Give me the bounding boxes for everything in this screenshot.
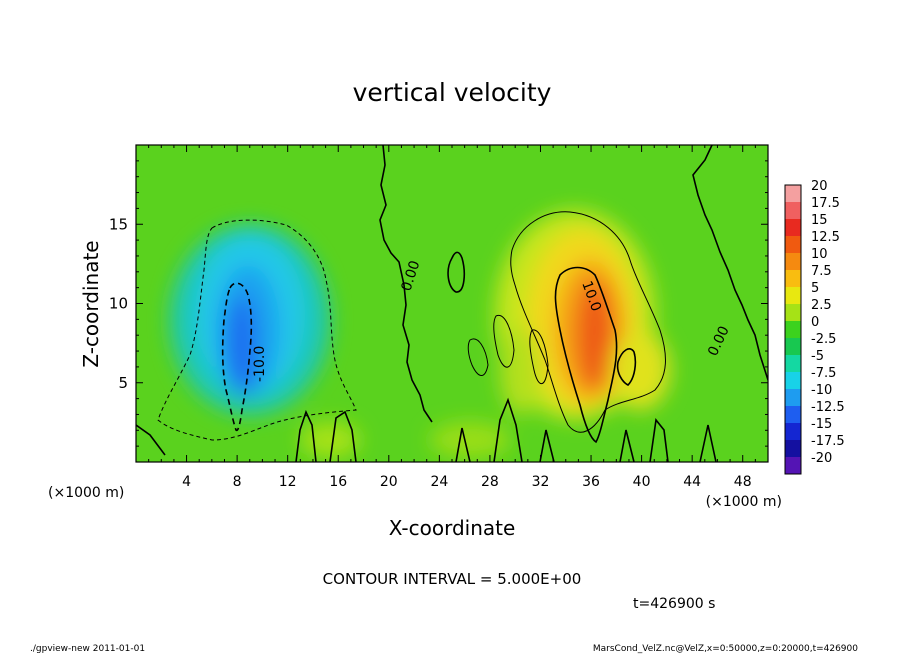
colorbar-swatch xyxy=(785,270,801,287)
x-tick-label: 40 xyxy=(633,474,651,490)
x-tick-label: 16 xyxy=(329,474,347,490)
contour-label-downdraft: -10.0 xyxy=(252,346,268,382)
chart-title: vertical velocity xyxy=(353,78,552,107)
x-tick-label: 48 xyxy=(734,474,752,490)
colorbar-frame xyxy=(784,184,802,475)
contour-zero-bottom xyxy=(136,397,717,462)
colorbar-label: -20 xyxy=(811,451,832,466)
time-label: t=426900 s xyxy=(633,596,715,612)
colorbar-swatch xyxy=(785,406,801,423)
colorbar-swatch xyxy=(785,355,801,372)
colorbar-label: -7.5 xyxy=(811,366,836,381)
contour-updraft-5 xyxy=(510,211,666,433)
colorbar-label: 10 xyxy=(811,247,828,262)
x-axis-unit: (×1000 m) xyxy=(706,494,782,510)
colorbar-label: 17.5 xyxy=(811,196,840,211)
colorbar-label: 2.5 xyxy=(811,298,832,313)
contour-interval-label: CONTOUR INTERVAL = 5.000E+00 xyxy=(323,570,582,588)
colorbar-swatch xyxy=(785,457,801,474)
low-band-mid xyxy=(430,422,510,458)
colorbar-swatch xyxy=(785,287,801,304)
x-tick-label: 24 xyxy=(430,474,448,490)
x-tick-label: 20 xyxy=(380,474,398,490)
colorbar-label: -15 xyxy=(811,417,832,432)
x-tick-label: 8 xyxy=(233,474,242,490)
x-tick-label: 36 xyxy=(582,474,600,490)
colorbar-label: -12.5 xyxy=(811,400,845,415)
colorbar-label: -10 xyxy=(811,383,832,398)
contour-updraft-10 xyxy=(554,266,618,444)
colorbar-label: 7.5 xyxy=(811,264,832,279)
colorbar-label: -5 xyxy=(811,349,824,364)
colorbar-swatch xyxy=(785,236,801,253)
contour-zero-left xyxy=(379,145,433,423)
x-tick-label: 28 xyxy=(481,474,499,490)
colorbar-swatch xyxy=(785,219,801,236)
contour-downdraft-5 xyxy=(157,219,357,441)
y-tick-label: 5 xyxy=(118,374,128,392)
colorbar-label: -2.5 xyxy=(811,332,836,347)
colorbar-swatch xyxy=(785,321,801,338)
contour-updraft-10-lobe xyxy=(616,348,637,386)
colorbar-swatch xyxy=(785,253,801,270)
x-tick-label: 4 xyxy=(182,474,191,490)
colorbar-swatch xyxy=(785,202,801,219)
colorbar-swatch xyxy=(785,389,801,406)
colorbar-swatch xyxy=(785,423,801,440)
footer-left: ./gpview-new 2011-01-01 xyxy=(30,644,145,654)
colorbar-swatch xyxy=(785,185,801,202)
contour-zero-blob xyxy=(447,251,466,293)
contour-downdraft-10 xyxy=(221,282,253,432)
footer-right: MarsCond_VelZ.nc@VelZ,x=0:50000,z=0:2000… xyxy=(593,644,858,654)
contour-updraft-lobes xyxy=(467,314,549,385)
x-axis-title: X-coordinate xyxy=(389,516,516,540)
y-tick-label: 15 xyxy=(109,215,128,233)
x-tick-label: 32 xyxy=(532,474,550,490)
colorbar-label: 5 xyxy=(811,281,819,296)
updraft-lobe-right xyxy=(610,330,670,410)
colorbar-label: 12.5 xyxy=(811,230,840,245)
x-tick-label: 12 xyxy=(279,474,297,490)
plot-area: -10.0 0.00 10.0 0.00 xyxy=(136,145,768,462)
x-axis: 4 8 12 16 20 24 28 32 36 40 44 48 xyxy=(148,145,756,490)
colorbar-swatch xyxy=(785,338,801,355)
contour-zero-right xyxy=(692,145,768,381)
colorbar-label: 20 xyxy=(811,179,828,194)
colorbar-swatch xyxy=(785,440,801,457)
colorbar: 20 17.5 15 12.5 10 7.5 5 2.5 0 -2.5 -5 -7.5 -10 -12.5… xyxy=(784,179,845,475)
y-axis-unit: (×1000 m) xyxy=(48,485,124,501)
y-tick-label: 10 xyxy=(109,295,128,313)
y-axis: 5 10 15 xyxy=(109,160,768,447)
x-tick-label: 44 xyxy=(683,474,701,490)
y-axis-title: Z-coordinate xyxy=(79,240,103,367)
colorbar-label: 15 xyxy=(811,213,828,228)
colorbar-label: 0 xyxy=(811,315,819,330)
contour-lines xyxy=(136,145,768,462)
colorbar-swatch xyxy=(785,372,801,389)
updraft-red xyxy=(577,280,613,390)
colorbar-label: -17.5 xyxy=(811,434,845,449)
colorbar-swatch xyxy=(785,304,801,321)
downdraft-core xyxy=(227,295,257,395)
